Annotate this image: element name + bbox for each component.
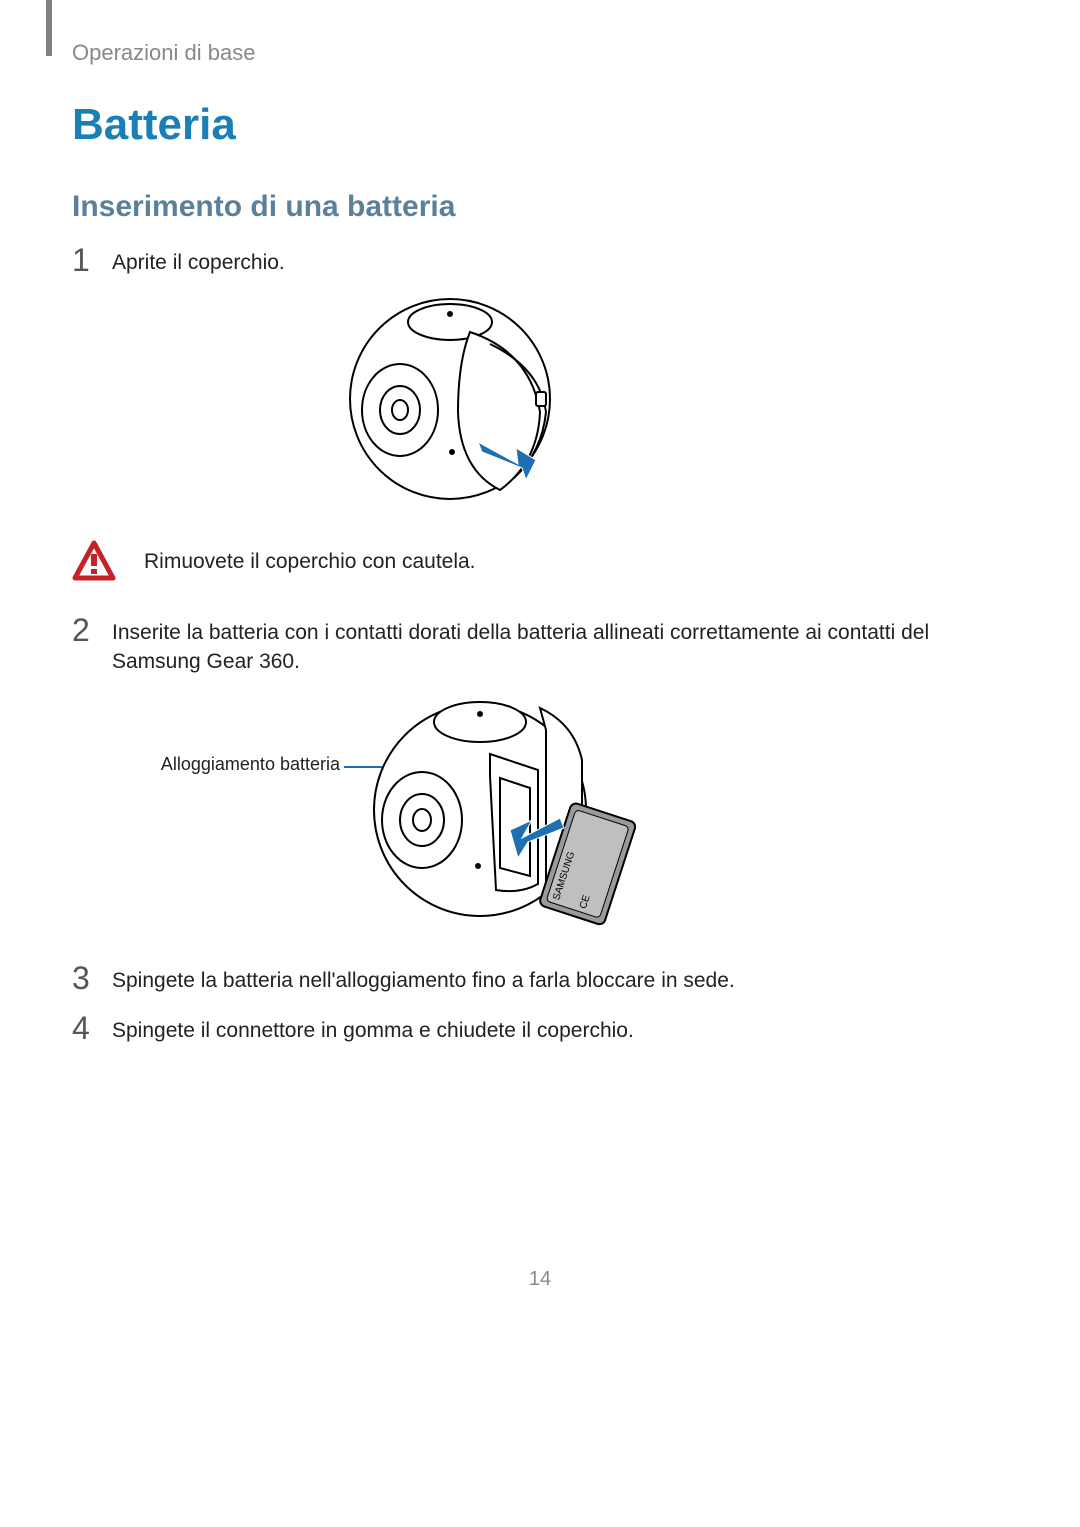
breadcrumb: Operazioni di base — [72, 40, 255, 66]
step-text: Aprite il coperchio. — [112, 248, 285, 277]
step-number: 1 — [72, 244, 96, 276]
callout-label: Alloggiamento batteria — [160, 754, 340, 775]
figure-insert-battery: Alloggiamento batteria — [160, 690, 860, 938]
page-number: 14 — [0, 1268, 1080, 1291]
figure-open-cover — [340, 292, 570, 506]
step-text: Spingete il connettore in gomma e chiude… — [112, 1016, 634, 1045]
step-number: 4 — [72, 1012, 96, 1044]
step-text: Spingete la batteria nell'alloggiamento … — [112, 966, 735, 995]
step-text: Inserite la batteria con i contatti dora… — [112, 618, 1008, 677]
warning-icon — [72, 540, 116, 584]
manual-page: Operazioni di base Batteria Inserimento … — [0, 0, 1080, 1527]
page-tab-marker — [46, 0, 52, 56]
warning-note: Rimuovete il coperchio con cautela. — [72, 540, 476, 584]
step-1: 1 Aprite il coperchio. — [72, 248, 1008, 277]
section-heading: Inserimento di una batteria — [72, 190, 455, 224]
warning-text: Rimuovete il coperchio con cautela. — [144, 550, 476, 574]
step-3: 3 Spingete la batteria nell'alloggiament… — [72, 966, 1008, 995]
step-number: 3 — [72, 962, 96, 994]
page-title: Batteria — [72, 100, 236, 150]
step-2: 2 Inserite la batteria con i contatti do… — [72, 618, 1008, 677]
step-4: 4 Spingete il connettore in gomma e chiu… — [72, 1016, 1008, 1045]
step-number: 2 — [72, 614, 96, 646]
